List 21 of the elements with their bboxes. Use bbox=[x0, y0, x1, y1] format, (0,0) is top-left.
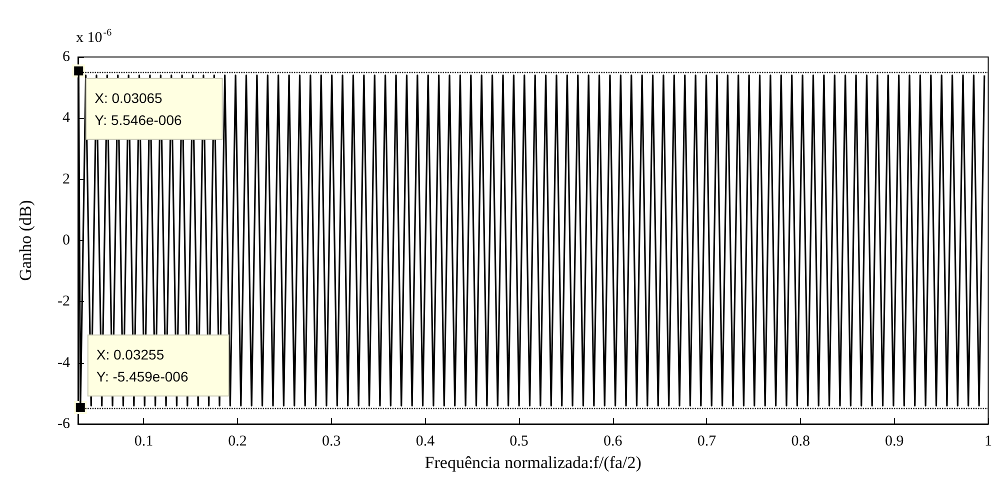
x-tick-label: 0.3 bbox=[322, 434, 341, 450]
y-tick-label: -2 bbox=[58, 294, 70, 310]
x-tick-label: 0.6 bbox=[604, 434, 623, 450]
y-tick-label: -4 bbox=[58, 354, 70, 371]
annotation: X: 0.03065 Y: 5.546e-006 bbox=[94, 90, 182, 128]
annotation: X: 0.03255 Y: -5.459e-006 bbox=[96, 346, 188, 384]
x-tick-label: 0.8 bbox=[791, 434, 810, 450]
y-axis-title: Ganho (dB) bbox=[16, 200, 35, 281]
x-tick-label: 0.1 bbox=[134, 434, 154, 450]
y-tick-label: 6 bbox=[62, 49, 70, 65]
x-tick-label: 0.5 bbox=[510, 434, 528, 450]
x-tick-label: 1 bbox=[984, 434, 992, 450]
x-tick-label: 0.4 bbox=[416, 434, 436, 450]
y-tick-label: 4 bbox=[62, 110, 70, 126]
y-tick-label: 0 bbox=[62, 232, 70, 248]
y-tick-label: 2 bbox=[62, 171, 70, 188]
x-axis-title: Frequência normalizada:f/(fa/2) bbox=[424, 453, 642, 472]
x-tick-label: 0.9 bbox=[885, 434, 904, 450]
x-tick-label: 0.2 bbox=[228, 434, 247, 450]
x-tick-label: 0.7 bbox=[697, 434, 717, 450]
y-tick-label: -6 bbox=[58, 416, 70, 432]
